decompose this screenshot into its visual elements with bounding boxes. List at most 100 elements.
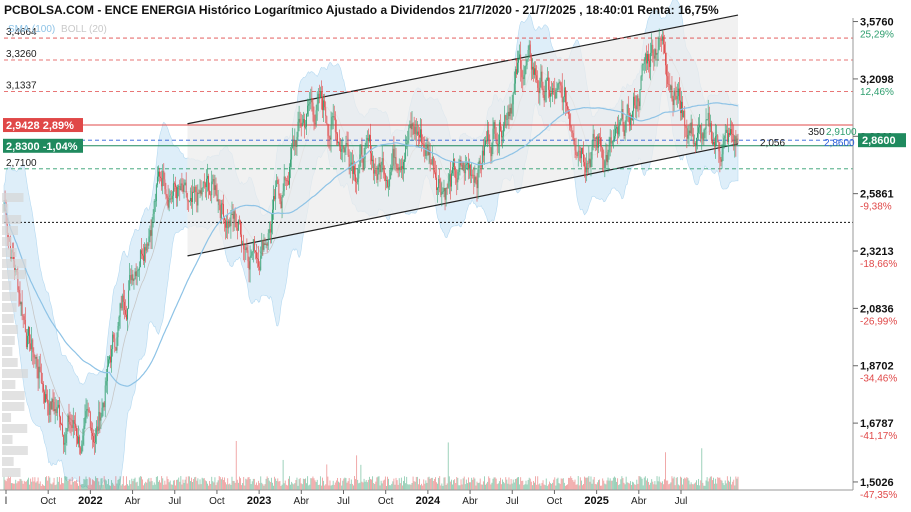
volume-bar — [631, 485, 632, 490]
volume-bar — [331, 484, 333, 490]
volume-bar — [594, 483, 596, 490]
candle-body — [601, 146, 603, 148]
volume-bar — [292, 483, 294, 490]
x-tick-label: Abr — [294, 496, 310, 507]
candle-body — [707, 112, 709, 120]
volume-bar — [530, 481, 532, 490]
volume-bar — [239, 476, 240, 490]
volume-bar — [538, 484, 540, 490]
volume-bar — [537, 476, 539, 490]
candle-body — [291, 148, 293, 160]
candle-body — [158, 171, 159, 177]
volume-bar — [368, 476, 370, 490]
volume-bar — [359, 482, 361, 490]
candle-body — [373, 159, 375, 174]
reference-price-tag-bg — [3, 118, 83, 133]
candle-body — [530, 57, 532, 70]
volume-bar — [307, 476, 309, 490]
volume-bar — [688, 480, 690, 490]
volume-bar — [177, 479, 179, 490]
volume-bar — [490, 484, 492, 490]
candle-body — [285, 180, 287, 181]
volume-bar — [116, 483, 118, 490]
candle-body — [163, 170, 165, 180]
volume-bar — [148, 477, 150, 490]
volume-bar — [685, 478, 687, 490]
candle-body — [632, 111, 633, 120]
candle-body — [656, 53, 658, 55]
volume-profile-bar — [2, 303, 17, 312]
candle-body — [696, 137, 697, 146]
volume-bar — [129, 480, 131, 490]
volume-bar — [223, 480, 224, 490]
candle-body — [359, 154, 361, 170]
candle-body — [608, 146, 610, 153]
volume-bar — [372, 476, 374, 490]
volume-bar — [358, 483, 360, 490]
volume-bar — [670, 482, 672, 490]
candle-body — [227, 221, 229, 229]
candle-body — [715, 136, 717, 147]
volume-bar — [267, 477, 269, 490]
candle-body — [591, 146, 593, 160]
candle-body — [432, 157, 434, 171]
volume-bar — [682, 484, 684, 490]
candle-body — [175, 183, 176, 188]
candle-body — [306, 114, 307, 127]
volume-bar — [203, 478, 205, 490]
volume-bar — [240, 478, 241, 490]
candle-body — [583, 153, 584, 163]
volume-bar — [506, 479, 508, 490]
candle-body — [110, 356, 111, 363]
volume-bar — [608, 480, 610, 490]
candle-body — [636, 95, 638, 110]
candle-body — [174, 183, 175, 185]
candle-body — [675, 95, 677, 100]
candle-body — [580, 147, 582, 159]
candle-body — [226, 221, 228, 228]
volume-bar — [677, 484, 679, 490]
candle-body — [131, 274, 133, 281]
y-tick-price: 3,5760 — [860, 17, 894, 29]
volume-bar — [409, 484, 411, 490]
volume-bar — [276, 480, 278, 490]
candle-body — [661, 36, 663, 41]
candle-body — [186, 193, 188, 201]
candle-body — [430, 162, 432, 165]
candle-body — [384, 174, 386, 181]
volume-bar — [564, 485, 566, 490]
volume-bar — [167, 479, 169, 490]
volume-bar — [117, 479, 119, 490]
volume-bar — [78, 485, 79, 490]
volume-bar — [586, 477, 588, 490]
volume-bar — [244, 485, 246, 490]
candle-body — [265, 243, 267, 245]
candle-body — [184, 182, 186, 186]
volume-bar — [719, 477, 721, 490]
volume-bar — [709, 476, 711, 490]
candle-body — [232, 213, 234, 219]
channel-fill — [187, 15, 738, 256]
candle-body — [329, 137, 331, 140]
legend-sma[interactable]: SMA (100) — [8, 24, 56, 35]
candle-body — [97, 426, 99, 431]
volume-bar — [479, 478, 481, 490]
candle-body — [162, 170, 164, 187]
candle-body — [79, 436, 81, 448]
candle-body — [295, 139, 297, 147]
candle-body — [504, 115, 506, 126]
volume-bar — [211, 476, 213, 490]
volume-bar — [696, 480, 697, 490]
volume-bar — [332, 480, 334, 490]
volume-bar — [400, 477, 402, 490]
candle-body — [525, 65, 527, 67]
volume-bar — [386, 485, 387, 490]
legend-boll[interactable]: BOLL (20) — [61, 24, 107, 35]
candle-body — [621, 109, 623, 119]
volume-bar — [45, 477, 46, 490]
candle-body — [87, 408, 89, 410]
volume-bar — [384, 476, 386, 490]
candle-body — [308, 103, 310, 106]
volume-bar — [697, 485, 698, 490]
volume-bar — [563, 482, 565, 490]
